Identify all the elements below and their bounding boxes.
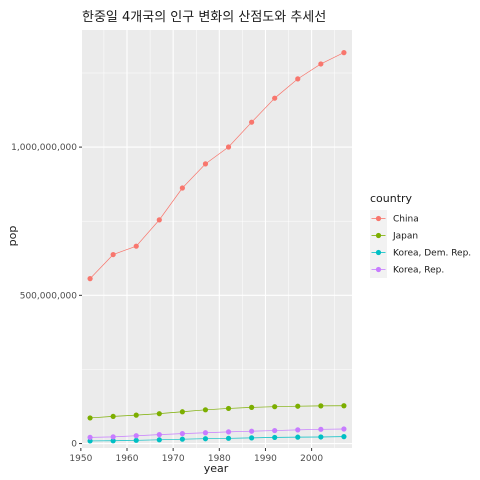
data-point-korea-dem-rep xyxy=(87,438,93,444)
data-point-japan xyxy=(110,413,116,420)
data-point-japan xyxy=(156,411,162,417)
data-point-japan xyxy=(179,409,185,415)
y-tick-label: 0 xyxy=(71,440,77,450)
data-point-china xyxy=(156,217,162,223)
data-point-korea-rep xyxy=(272,427,278,434)
x-tick-label: 1970 xyxy=(162,454,185,464)
data-point-korea-dem-rep xyxy=(249,435,255,441)
legend-label-japan: Japan xyxy=(392,232,418,242)
x-tick-label: 1990 xyxy=(254,454,277,464)
data-point-korea-dem-rep xyxy=(295,434,301,440)
data-point-china xyxy=(341,50,347,56)
data-point-korea-dem-rep xyxy=(202,436,209,442)
data-point-china xyxy=(225,144,232,150)
data-point-korea-dem-rep xyxy=(341,434,347,440)
data-point-japan xyxy=(272,404,278,410)
x-tick-label: 1950 xyxy=(69,454,92,464)
data-point-japan xyxy=(295,403,301,409)
series-layer xyxy=(87,50,347,444)
y-tick-label: 500,000,000 xyxy=(20,291,78,301)
plot-panel xyxy=(80,30,352,448)
data-point-china xyxy=(110,251,116,258)
data-point-china xyxy=(272,95,278,101)
data-point-korea-dem-rep xyxy=(156,437,162,443)
data-point-korea-rep xyxy=(133,433,139,439)
trend-line-japan xyxy=(90,405,344,419)
data-point-china xyxy=(318,61,324,67)
data-point-korea-rep xyxy=(110,434,116,440)
legend-point-china xyxy=(375,215,382,222)
data-point-china xyxy=(295,76,301,82)
x-tick-label: 1960 xyxy=(116,454,139,464)
legend-point-korea-dem-rep xyxy=(375,249,382,256)
y-axis-title: pop xyxy=(6,226,19,247)
data-point-china xyxy=(202,161,209,167)
data-point-korea-rep xyxy=(341,426,347,432)
data-point-korea-rep xyxy=(225,429,232,435)
x-tick-label: 1980 xyxy=(208,454,231,464)
data-point-japan xyxy=(249,404,255,410)
trend-line-korea-dem-rep xyxy=(90,436,344,442)
data-point-china xyxy=(87,276,93,282)
x-axis: 1950 1960 1970 1980 1990 2000 xyxy=(69,448,323,464)
data-point-korea-dem-rep xyxy=(272,434,278,441)
y-tick-label: 1,000,000,000 xyxy=(11,143,77,153)
data-point-korea-rep xyxy=(295,427,301,433)
data-point-korea-rep xyxy=(249,428,255,434)
legend-label-korea-dem-rep: Korea, Dem. Rep. xyxy=(393,249,471,259)
data-point-korea-dem-rep xyxy=(318,434,324,440)
legend-point-japan xyxy=(375,232,382,239)
trend-line-korea-rep xyxy=(90,428,344,438)
x-tick-label: 2000 xyxy=(300,454,323,464)
legend-point-korea-rep xyxy=(375,266,382,273)
chart-title: 한중일 4개국의 인구 변화의 산점도와 추세선 xyxy=(82,10,326,25)
legend-label-china: China xyxy=(393,215,419,225)
data-point-korea-rep xyxy=(156,432,162,438)
legend-label-korea-rep: Korea, Rep. xyxy=(393,266,444,276)
data-point-japan xyxy=(87,415,93,421)
data-point-china xyxy=(249,119,255,125)
legend-title: country xyxy=(370,192,413,205)
data-point-japan xyxy=(318,403,324,409)
data-point-korea-dem-rep xyxy=(133,437,139,443)
data-point-china xyxy=(133,243,139,249)
data-point-korea-dem-rep xyxy=(179,436,185,442)
data-point-korea-rep xyxy=(179,431,185,437)
data-point-korea-rep xyxy=(318,426,324,432)
trend-line-china xyxy=(89,52,345,279)
data-point-japan xyxy=(133,412,139,418)
data-point-japan xyxy=(341,403,347,409)
data-point-korea-dem-rep xyxy=(110,438,116,444)
data-point-china xyxy=(179,185,185,191)
data-point-japan xyxy=(202,407,209,413)
data-point-korea-rep xyxy=(87,434,93,440)
data-point-japan xyxy=(225,405,232,412)
x-axis-title: year xyxy=(204,462,229,475)
data-point-korea-rep xyxy=(202,430,209,436)
legend: country China Japan Korea, Dem. Rep. Korea,… xyxy=(370,192,471,278)
y-axis: 0 500,000,000 1,000,000,000 xyxy=(11,143,82,450)
data-point-korea-dem-rep xyxy=(225,435,232,441)
